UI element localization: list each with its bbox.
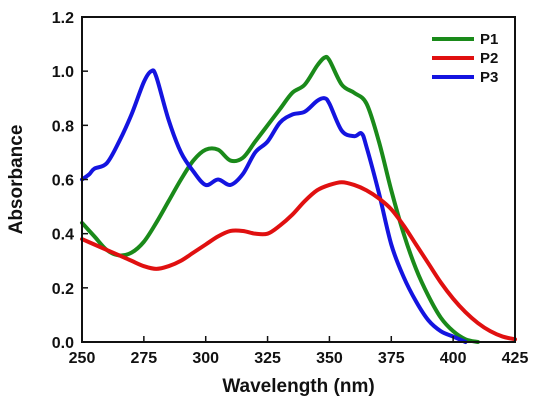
y-axis-title: Absorbance	[6, 125, 27, 235]
x-tick-label: 325	[254, 350, 281, 367]
x-tick-label: 350	[316, 350, 343, 367]
x-tick-label: 300	[192, 350, 219, 367]
x-tick-label: 275	[131, 350, 158, 367]
legend-label-p1: P1	[480, 31, 498, 48]
x-tick-label: 250	[69, 350, 96, 367]
y-tick-label: 0.8	[52, 118, 74, 135]
y-tick-label: 0.2	[52, 281, 74, 298]
x-tick-label: 375	[378, 350, 405, 367]
y-tick-label: 0.6	[52, 173, 74, 190]
y-axis: 0.0 0.2 0.4 0.6 0.8 1.0 1.2	[52, 10, 88, 352]
series-line-p2	[80, 180, 517, 342]
y-tick-label: 1.0	[52, 64, 74, 81]
y-tick-label: 0.4	[52, 227, 74, 244]
x-axis: 250 275 300 325 350 375 400 425	[69, 336, 529, 367]
series-line-p1	[80, 54, 480, 344]
y-tick-label: 0.0	[52, 335, 74, 352]
plot-lines	[80, 54, 517, 344]
x-tick-label: 400	[440, 350, 467, 367]
x-axis-title: Wavelength (nm)	[222, 376, 374, 397]
legend-label-p3: P3	[480, 69, 498, 86]
y-tick-label: 1.2	[52, 10, 74, 27]
x-tick-label: 425	[502, 350, 529, 367]
series-line-p3	[80, 68, 468, 344]
legend: P1 P2 P3	[432, 31, 498, 86]
legend-label-p2: P2	[480, 50, 498, 67]
